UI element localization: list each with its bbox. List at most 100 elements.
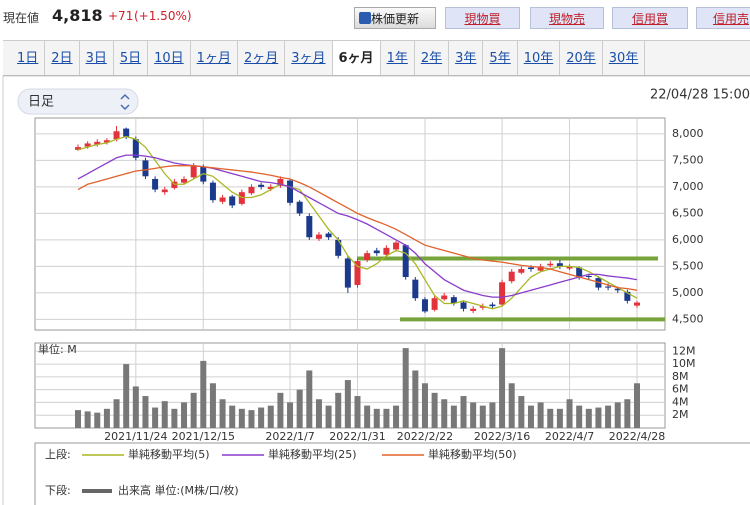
period-tab[interactable]: 10年 [518, 41, 561, 75]
y-tick-label: 8M [672, 370, 689, 383]
legend-label: 単純移動平均(25) [268, 447, 357, 461]
select-label[interactable]: 日足 [28, 95, 54, 110]
x-tick-label: 2021/12/15 [172, 430, 235, 443]
volume-bar [527, 405, 534, 428]
period-tab[interactable]: 20年 [560, 41, 603, 75]
volume-bar [634, 383, 640, 428]
x-tick-label: 2022/4/7 [545, 430, 594, 443]
volume-bar [354, 396, 361, 428]
header: 現在値 4,818 +71 (+1.50%) 株価更新 現物買 現物売 信用買 信用売 [0, 0, 750, 36]
period-tab[interactable]: 6ヶ月 [332, 41, 381, 75]
volume-bar [209, 383, 216, 428]
period-tab[interactable]: 2年 [415, 41, 450, 75]
volume-bar [508, 383, 515, 428]
volume-bar [537, 402, 544, 428]
volume-bar [431, 392, 438, 428]
period-tab[interactable]: 1日 [3, 41, 46, 75]
period-tab[interactable]: 5日 [114, 41, 149, 75]
candle-body [460, 302, 467, 309]
y-tick-label: 5,000 [672, 286, 704, 299]
period-tab[interactable]: 3ヶ月 [285, 41, 333, 75]
volume-bar [181, 402, 188, 428]
candle-body [142, 160, 149, 177]
candle-body [209, 182, 216, 201]
button[interactable]: 株価更新 [354, 7, 436, 29]
period-tab[interactable]: 30年 [603, 41, 646, 75]
button[interactable]: 現物買 [445, 7, 520, 29]
y-tick-label: 10M [672, 357, 696, 370]
candle-body [103, 140, 110, 143]
candle-body [566, 266, 573, 269]
y-tick-label: 7,500 [672, 153, 704, 166]
volume-bar [296, 389, 303, 428]
period-tab[interactable]: 5年 [483, 41, 518, 75]
volume-bar [412, 370, 419, 428]
candle-body [113, 131, 120, 140]
y-tick-label: 6,000 [672, 233, 704, 246]
x-tick-label: 2022/4/28 [609, 430, 665, 443]
candle-body [277, 178, 284, 186]
volume-bar [248, 410, 255, 428]
volume-bar [489, 402, 496, 428]
candle-body [431, 298, 438, 310]
candle-body [373, 250, 380, 254]
period-tab[interactable]: 1ヶ月 [191, 41, 238, 75]
volume-bar [595, 407, 602, 428]
y-tick-label: 6M [672, 383, 689, 396]
volume-bar [364, 405, 371, 428]
candle-body [248, 186, 255, 194]
candle-body [229, 196, 236, 206]
button[interactable]: 信用売 [696, 7, 750, 29]
candle-body [499, 282, 506, 305]
volume-bar [306, 370, 313, 428]
candle-body [470, 308, 477, 311]
volume-bar [123, 364, 130, 428]
button[interactable]: 現物売 [530, 7, 604, 29]
volume-bar [479, 405, 486, 428]
candle-body [267, 186, 274, 190]
candle-body [354, 261, 361, 285]
select-box[interactable] [17, 88, 139, 115]
legend-upper: 上段: [45, 447, 71, 461]
volume-bar [238, 408, 245, 428]
button[interactable]: 信用買 [612, 7, 688, 29]
period-tab[interactable]: 10日 [148, 41, 191, 75]
candle-body [123, 128, 130, 137]
candle-body [258, 184, 265, 187]
candle-body [344, 258, 351, 288]
candle-body [402, 245, 409, 277]
volume-bar [277, 392, 284, 428]
volume-bar [421, 383, 428, 428]
panel [2, 75, 750, 505]
y-tick-label: 12M [672, 344, 696, 357]
volume-bar [556, 408, 563, 428]
select-arrow [120, 93, 130, 111]
refresh-icon [359, 12, 371, 24]
volume-unit: 単位: M [38, 342, 77, 356]
candle-body [296, 201, 303, 214]
price-label: 現在値 [3, 11, 40, 25]
volume-bar [624, 399, 631, 428]
x-tick-label: 2022/1/31 [329, 430, 385, 443]
period-tab[interactable]: 3年 [449, 41, 484, 75]
moving-average [77, 135, 638, 310]
candle-body [132, 139, 139, 158]
volume-bar [325, 405, 332, 428]
period-tab[interactable]: 2ヶ月 [238, 41, 286, 75]
candle-body [479, 306, 486, 308]
candle-body [306, 216, 313, 238]
period-tab[interactable]: 1年 [381, 41, 415, 75]
candle-body [94, 141, 101, 145]
change: +71 [108, 9, 134, 23]
volume-bar [171, 408, 178, 428]
period-tab[interactable]: 3日 [80, 41, 114, 75]
legend-volume: 出来高 単位:(M株/口/枚) [118, 483, 239, 497]
candle-body [624, 291, 631, 301]
candle-body [441, 295, 448, 300]
y-tick-label: 2M [672, 408, 689, 421]
volume-bar [576, 405, 583, 428]
volume-bar [258, 407, 265, 428]
candle-body [489, 304, 496, 307]
period-tab[interactable]: 2日 [45, 41, 80, 75]
